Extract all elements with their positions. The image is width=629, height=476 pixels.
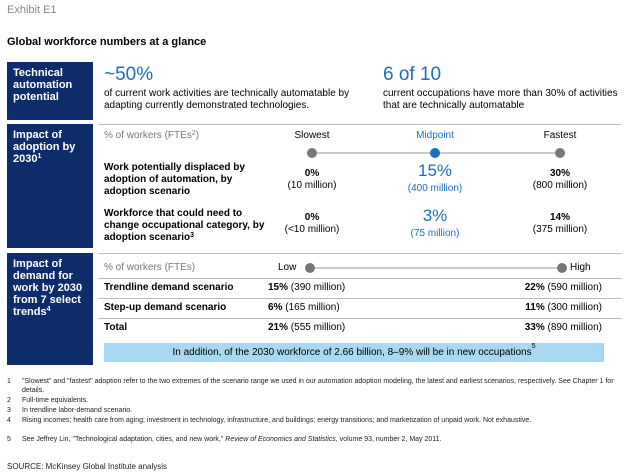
row-stepup-high-pct: 11%: [525, 302, 545, 313]
footnote-3: 3 In trendline labor-demand scenario.: [7, 406, 623, 415]
row-displaced-fastest-pct: 30%: [549, 168, 570, 179]
row-trendline-high: 22% (590 million): [480, 282, 602, 294]
row-total-high: 33% (890 million): [480, 322, 602, 334]
row-occupational-fastest-pct: 14%: [549, 212, 570, 223]
row-occupational-label-text: Workforce that could need to change occu…: [104, 208, 265, 243]
high-marker-dot: [557, 263, 567, 273]
row-displaced-midpoint-abs: (400 million): [407, 183, 463, 194]
metric-label-adoption: % of workers (FTEs2): [104, 130, 199, 142]
stat-automatable-percent: ~50%: [104, 64, 154, 85]
footnote-5-journal: Review of Economics and Statistics: [225, 436, 336, 443]
footnote-5-text: See Jeffrey Lin, "Technological adaptati…: [22, 435, 617, 444]
scale-high-label: High: [570, 262, 591, 273]
footnote-4-text: Rising incomes; health care from aging; …: [22, 417, 532, 424]
exhibit-label: Exhibit E1: [7, 4, 57, 16]
section-demand-label-sup: 4: [46, 306, 51, 313]
new-occupations-banner-sup: 5: [531, 343, 536, 350]
footnote-4: 4 Rising incomes; health care from aging;…: [7, 416, 623, 434]
row-stepup-low-abs: (165 million): [285, 302, 340, 313]
fastest-marker-dot: [555, 148, 565, 158]
row-trendline-low: 15% (390 million): [268, 282, 345, 294]
footnote-3-text: In trendline labor-demand scenario.: [22, 407, 133, 414]
footnote-1-text: "Slowest" and "fastest" adoption refer t…: [22, 378, 614, 394]
row-displaced-slowest-pct: 0%: [304, 168, 320, 179]
metric-adoption-text: % of workers (FTEs: [104, 130, 192, 141]
section-demand-label-text: Impact of demand for work by 2030 from 7…: [13, 258, 83, 318]
divider-demand-row3: [98, 318, 622, 319]
row-stepup-low-pct: 6%: [268, 302, 283, 313]
section-technical-label: Technical automation potential: [7, 62, 93, 120]
row-trendline-label: Trendline demand scenario: [104, 282, 234, 293]
row-trendline-low-abs: (390 million): [290, 282, 346, 293]
section-adoption-label-text: Impact of adoption by 2030: [13, 129, 76, 165]
metric-adoption-sup: 2: [191, 130, 196, 137]
low-marker-dot: [305, 263, 315, 273]
row-occupational-midpoint-pct: 3%: [422, 206, 448, 225]
row-total-high-abs: (890 million): [547, 322, 602, 333]
row-trendline-high-abs: (590 million): [547, 282, 602, 293]
demand-scale-track: [310, 267, 562, 269]
row-occupational-label-sup: 3: [190, 232, 195, 239]
footnote-5-post: , volume 93, number 2, May 2011.: [335, 436, 442, 443]
row-total-low-abs: (555 million): [290, 322, 346, 333]
row-total-low-pct: 21%: [268, 322, 289, 333]
col-slowest: Slowest: [294, 130, 330, 141]
footnote-2: 2 Full-time equivalents.: [7, 396, 623, 405]
divider-demand-top: [98, 253, 622, 254]
row-total-label: Total: [104, 322, 128, 333]
row-occupational-fastest-abs: (375 million): [532, 224, 588, 235]
new-occupations-banner-text: In addition, of the 2030 workforce of 2.…: [172, 347, 532, 358]
col-midpoint: Midpoint: [416, 130, 454, 141]
row-displaced-slowest-abs: (10 million): [287, 180, 337, 191]
slowest-marker-dot: [307, 148, 317, 158]
footnote-5: 5 See Jeffrey Lin, "Technological adaptat…: [7, 435, 623, 444]
footnote-3-number: 3: [7, 407, 11, 414]
footnote-1: 1 "Slowest" and "fastest" adoption refer …: [7, 377, 623, 395]
row-total-high-pct: 33%: [524, 322, 545, 333]
footnote-4-number: 4: [7, 417, 11, 424]
row-trendline-high-pct: 22%: [524, 282, 545, 293]
row-total-low: 21% (555 million): [268, 322, 345, 334]
section-adoption-label-sup: 1: [37, 153, 42, 160]
row-occupational-label: Workforce that could need to change occu…: [104, 208, 266, 244]
stat-occupations-text: current occupations have more than 30% o…: [383, 88, 618, 111]
row-occupational-midpoint-abs: (75 million): [410, 228, 460, 239]
source-note: SOURCE: McKinsey Global Institute analys…: [7, 462, 168, 471]
metric-label-demand: % of workers (FTEs): [104, 262, 196, 273]
footnote-5-pre: See Jeffrey Lin, "Technological adaptati…: [22, 436, 226, 443]
col-fastest: Fastest: [543, 130, 577, 141]
row-stepup-low: 6% (165 million): [268, 302, 340, 314]
footnote-2-number: 2: [7, 397, 11, 404]
stat-automatable-text: of current work activities are technical…: [104, 88, 350, 111]
footnote-5-number: 5: [7, 436, 11, 443]
row-stepup-high: 11% (300 million): [480, 302, 602, 314]
row-trendline-low-pct: 15%: [268, 282, 289, 293]
stat-occupations-count: 6 of 10: [383, 64, 442, 85]
new-occupations-banner: In addition, of the 2030 workforce of 2.…: [104, 343, 604, 362]
row-stepup-label: Step-up demand scenario: [104, 302, 227, 313]
section-adoption-label: Impact of adoption by 20301: [7, 124, 93, 248]
row-occupational-slowest-pct: 0%: [304, 212, 320, 223]
footnote-1-number: 1: [7, 378, 11, 385]
row-stepup-high-abs: (300 million): [547, 302, 602, 313]
divider-demand-row1: [98, 278, 622, 279]
row-occupational-slowest-abs: (<10 million): [284, 224, 340, 235]
footnote-2-text: Full-time equivalents.: [22, 397, 89, 404]
section-technical-label-text: Technical automation potential: [13, 67, 73, 103]
midpoint-marker-dot: [430, 148, 440, 158]
divider-adoption-top: [98, 124, 622, 125]
scale-low-label: Low: [278, 262, 297, 273]
row-displaced-fastest-abs: (800 million): [532, 180, 588, 191]
row-displaced-label: Work potentially displaced by adoption o…: [104, 162, 245, 197]
metric-adoption-close: ): [195, 130, 200, 141]
page-title: Global workforce numbers at a glance: [7, 36, 207, 48]
section-demand-label: Impact of demand for work by 2030 from 7…: [7, 253, 93, 365]
row-displaced-midpoint-pct: 15%: [417, 161, 453, 180]
divider-demand-row2: [98, 298, 622, 299]
